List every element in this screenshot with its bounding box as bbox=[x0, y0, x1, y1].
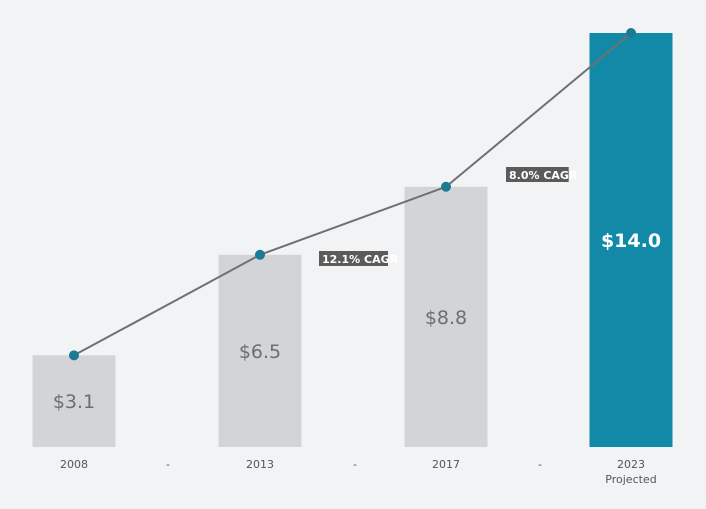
bar-2017 bbox=[404, 186, 488, 447]
bar-2013 bbox=[218, 254, 302, 447]
bar-value-label-2017: $8.8 bbox=[425, 307, 467, 329]
x-tick-label: - bbox=[166, 458, 170, 471]
cagr-annotation-2: 8.0% CAGR bbox=[506, 167, 578, 182]
cagr-annotation-text: 8.0% CAGR bbox=[509, 169, 578, 182]
bar-2023 bbox=[589, 33, 673, 447]
tick-labels-group: 2008 - 2013 - 2017 - 2023 Projected bbox=[60, 458, 657, 486]
bar-2008 bbox=[32, 355, 116, 447]
annotations-group: 12.1% CAGR 8.0% CAGR bbox=[319, 167, 578, 266]
marker-2017 bbox=[441, 181, 451, 192]
x-tick-label: 2013 bbox=[246, 458, 274, 471]
cagr-annotation-text: 12.1% CAGR bbox=[322, 253, 399, 266]
x-tick-label: 2008 bbox=[60, 458, 88, 471]
marker-2023 bbox=[626, 28, 636, 38]
bar-value-label-2008: $3.1 bbox=[53, 391, 95, 413]
marker-2013 bbox=[255, 249, 265, 260]
bar-value-label-2013: $6.5 bbox=[239, 341, 281, 363]
bar-value-label-2023: $14.0 bbox=[601, 230, 661, 252]
markers-group bbox=[69, 28, 636, 361]
trend-line bbox=[73, 32, 632, 357]
cagr-annotation-bg bbox=[319, 251, 388, 266]
marker-2008 bbox=[69, 350, 79, 361]
bar-labels-group: $3.1 $6.5 $8.8 $14.0 bbox=[53, 230, 661, 413]
cagr-annotation-bg bbox=[506, 167, 569, 182]
trend-line-group bbox=[73, 32, 632, 357]
x-tick-label: - bbox=[353, 458, 357, 471]
x-tick-sublabel: Projected bbox=[605, 473, 656, 486]
x-tick-label: 2023 bbox=[617, 458, 645, 471]
bars-group bbox=[32, 33, 673, 447]
x-tick-label: - bbox=[538, 458, 542, 471]
cagr-annotation-1: 12.1% CAGR bbox=[319, 251, 399, 266]
x-tick-label: 2017 bbox=[432, 458, 460, 471]
